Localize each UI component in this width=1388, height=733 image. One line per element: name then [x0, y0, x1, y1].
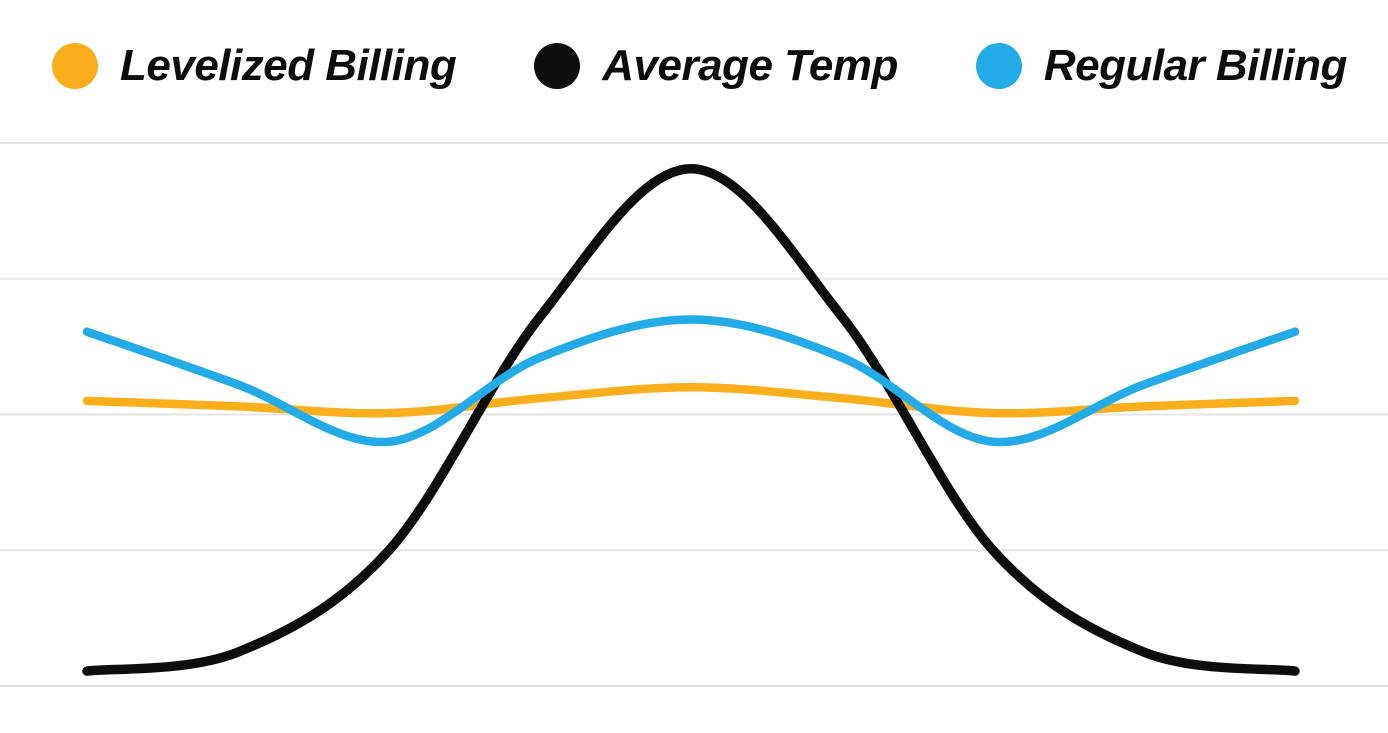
legend: Levelized Billing Average Temp Regular B…: [52, 40, 1347, 92]
legend-item-levelized-billing: Levelized Billing: [52, 41, 457, 90]
legend-dot-icon: [52, 43, 98, 89]
series-line-average-temp: [82, 164, 1300, 676]
legend-item-label: Levelized Billing: [120, 41, 457, 90]
legend-item-regular-billing: Regular Billing: [975, 41, 1347, 90]
legend-dot-icon: [534, 43, 581, 89]
series-line-regular-billing: [82, 315, 1300, 447]
legend-item-label: Regular Billing: [1043, 41, 1347, 90]
legend-dot-icon: [975, 43, 1022, 89]
legend-item-average-temp: Average Temp: [534, 43, 898, 89]
legend-item-label: Average Temp: [602, 41, 898, 90]
